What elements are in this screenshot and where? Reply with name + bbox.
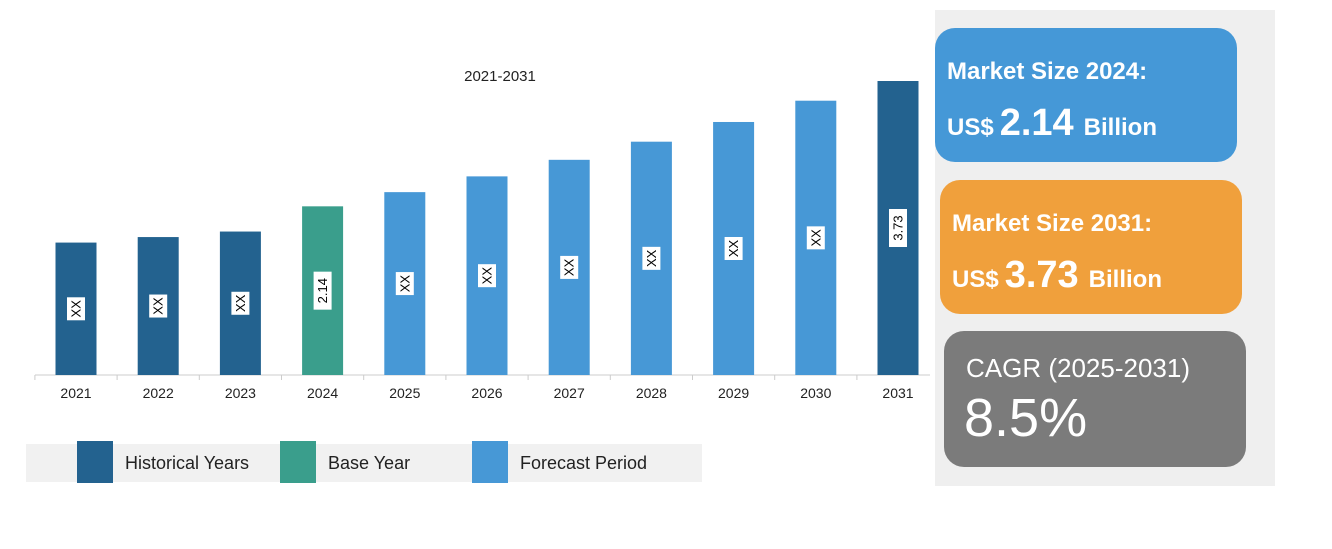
currency-label: US$ (952, 266, 999, 293)
cagr-value: 8.5% (964, 388, 1088, 448)
x-tick-label-2024: 2024 (307, 385, 338, 401)
x-tick-label-2026: 2026 (471, 385, 502, 401)
x-tick-label-2030: 2030 (800, 385, 831, 401)
bar-value-label-2031: 3.73 (891, 215, 906, 240)
market-size-2024-value: US$ 2.14 Billion (947, 102, 1157, 145)
legend-swatch-historical (77, 441, 113, 483)
x-tick-label-2021: 2021 (60, 385, 91, 401)
unit-label: Billion (1083, 114, 1157, 141)
bar-value-label-2028: XX (644, 249, 659, 267)
legend-swatch-forecast (472, 441, 508, 483)
bar-label-box-2023 (231, 291, 250, 315)
bar-label-box-2027 (560, 255, 579, 279)
bars-group: XX 2021 XX 2022 XX 2023 2.14 2024 XX 2025 XX 2026 XX… (34, 81, 919, 401)
cagr-title: CAGR (2025-2031) (966, 353, 1190, 383)
currency-label: US$ (947, 114, 994, 141)
bar-value-label-2026: XX (480, 267, 495, 285)
bar-label-box-2022 (149, 294, 168, 318)
bar-label-box-2028 (642, 246, 661, 270)
cagr-card: CAGR (2025-2031) 8.5% (944, 331, 1246, 467)
bar-chart: 2021-2031 XX 2021 XX 2022 XX 2023 2.14 2024 XX 20… (34, 68, 930, 401)
legend-label-historical: Historical Years (125, 452, 250, 473)
chart-title: 2021-2031 (464, 68, 536, 85)
legend-label-base: Base Year (328, 452, 411, 473)
bar-value-label-2030: XX (808, 229, 823, 247)
bar-label-box-2024 (313, 271, 332, 310)
legend-label-forecast: Forecast Period (520, 452, 648, 473)
bar-value-label-2023: XX (233, 294, 248, 312)
market-size-2031-title: Market Size 2031: (952, 210, 1153, 237)
bar-label-box-2030 (806, 226, 825, 250)
legend-item-forecast: Forecast Period (472, 441, 648, 483)
legend: Historical Years Base Year Forecast Peri… (26, 441, 702, 483)
bar-label-box-2025 (395, 272, 414, 296)
market-size-2031-number: 3.73 (1004, 254, 1079, 296)
bar-label-box-2021 (67, 297, 85, 321)
bar-label-box-2029 (724, 236, 743, 260)
bar-label-box-2026 (478, 264, 496, 288)
x-tick-label-2022: 2022 (143, 385, 174, 401)
market-size-2024-card: Market Size 2024: US$ 2.14 Billion (935, 28, 1237, 162)
bar-value-label-2024: 2.14 (315, 278, 330, 303)
bar-value-label-2021: XX (69, 300, 84, 318)
bar-value-label-2029: XX (726, 239, 741, 257)
market-size-2031-value: US$ 3.73 Billion (952, 254, 1162, 297)
x-tick-label-2023: 2023 (225, 385, 256, 401)
x-tick-label-2025: 2025 (389, 385, 420, 401)
bar-value-label-2025: XX (397, 275, 412, 293)
bar-value-label-2022: XX (151, 297, 166, 315)
market-size-2024-title: Market Size 2024: (947, 58, 1148, 85)
bar-value-label-2027: XX (562, 258, 577, 276)
market-size-2031-card: Market Size 2031: US$ 3.73 Billion (940, 180, 1242, 314)
unit-label: Billion (1088, 266, 1162, 293)
legend-swatch-base (280, 441, 316, 483)
legend-item-historical: Historical Years (77, 441, 250, 483)
legend-item-base: Base Year (280, 441, 411, 483)
market-size-2024-number: 2.14 (999, 102, 1074, 144)
x-tick-label-2027: 2027 (554, 385, 585, 401)
x-tick-label-2028: 2028 (636, 385, 667, 401)
x-tick-label-2031: 2031 (882, 385, 913, 401)
bar-label-box-2031 (889, 209, 907, 247)
summary-panel: Market Size 2024: US$ 2.14 Billion Market … (935, 10, 1275, 486)
x-tick-label-2029: 2029 (718, 385, 749, 401)
